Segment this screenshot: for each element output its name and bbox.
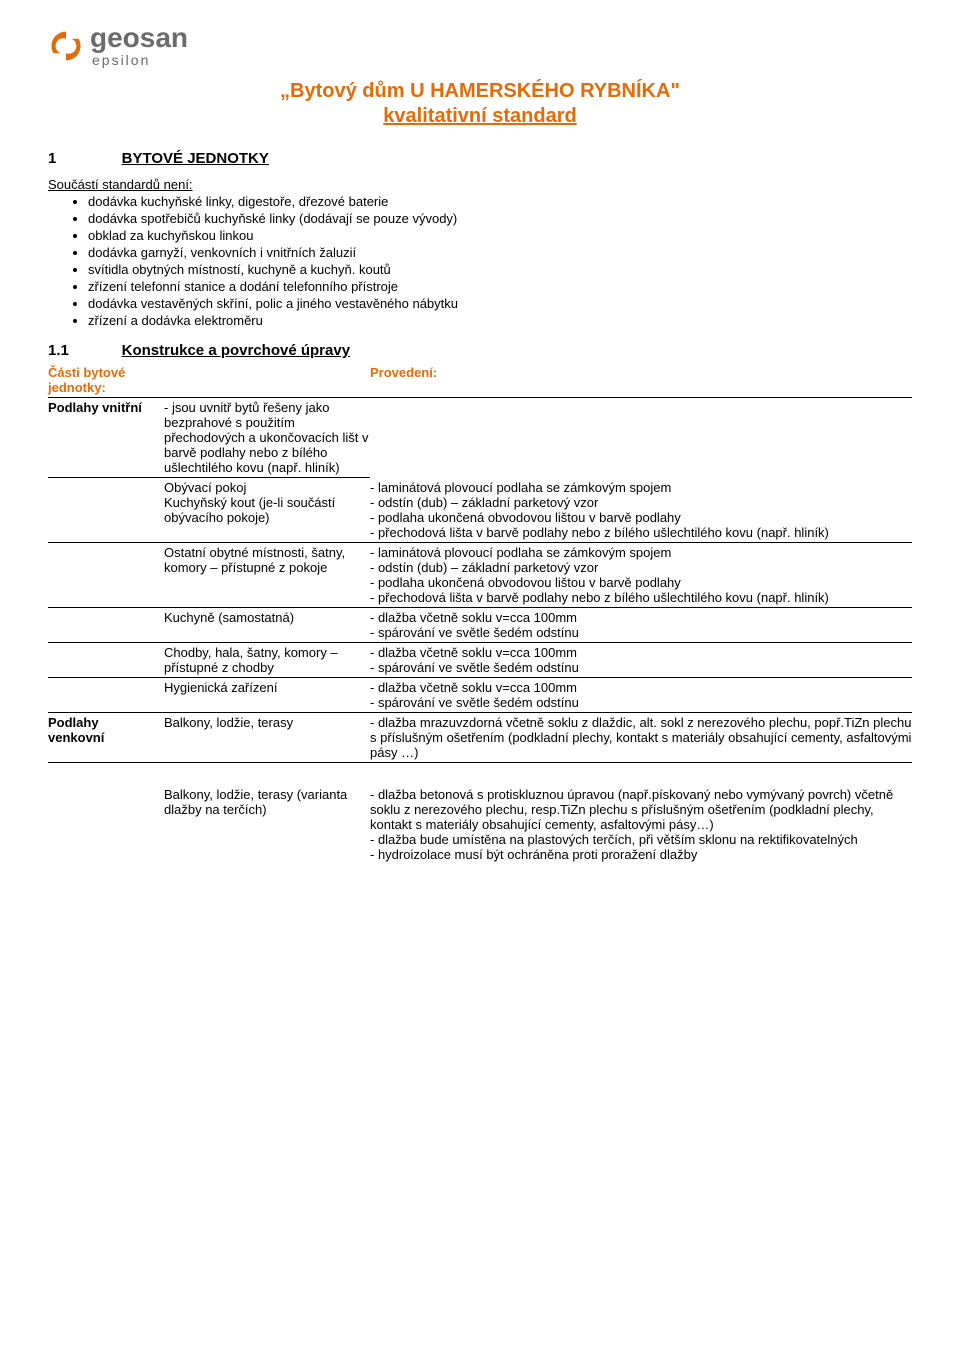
bullet-item: dodávka vestavěných skříní, polic a jiné…: [88, 296, 912, 311]
section-title: BYTOVÉ JEDNOTKY: [122, 150, 269, 167]
row-left: Ostatní obytné místnosti, šatny, komory …: [164, 542, 370, 607]
row-label-empty: [48, 607, 164, 642]
section-1-bullets: dodávka kuchyňské linky, digestoře, dřez…: [88, 194, 912, 328]
row-label-empty: [48, 677, 164, 712]
row-left: Chodby, hala, šatny, komory – přístupné …: [164, 642, 370, 677]
row-intro: - jsou uvnitř bytů řešeny jako bezprahov…: [164, 398, 370, 478]
bullet-item: obklad za kuchyňskou linkou: [88, 228, 912, 243]
bullet-item: zřízení telefonní stanice a dodání telef…: [88, 279, 912, 294]
col-header-right: Provedení:: [370, 363, 912, 398]
row-label-empty: [48, 785, 164, 864]
subsection-title: Konstrukce a povrchové úpravy: [122, 342, 350, 359]
section-number: 1: [48, 150, 118, 167]
bullet-item: dodávka kuchyňské linky, digestoře, dřez…: [88, 194, 912, 209]
subsection-number: 1.1: [48, 342, 118, 359]
col-header-spacer: [164, 363, 370, 398]
row-left: Balkony, lodžie, terasy: [164, 712, 370, 762]
table-row: Hygienická zařízení- dlažba včetně soklu…: [48, 677, 912, 712]
row-right: - laminátová plovoucí podlaha se zámkový…: [370, 478, 912, 543]
page-title: „Bytový dům U HAMERSKÉHO RYBNÍKA": [48, 80, 912, 103]
spec-table: Části bytové jednotky: Provedení: Podlah…: [48, 363, 912, 864]
col-header-left: Části bytové jednotky:: [48, 363, 164, 398]
bullet-item: zřízení a dodávka elektroměru: [88, 313, 912, 328]
row-label: Podlahy vnitřní: [48, 398, 164, 478]
table-row: Podlahy vnitřní - jsou uvnitř bytů řešen…: [48, 398, 912, 478]
table-row: Chodby, hala, šatny, komory – přístupné …: [48, 642, 912, 677]
logo-mark-icon: [48, 28, 84, 64]
row-left: Balkony, lodžie, terasy (varianta dlažby…: [164, 785, 370, 864]
bullet-item: dodávka spotřebičů kuchyňské linky (dodá…: [88, 211, 912, 226]
row-right: - dlažba mrazuvzdorná včetně soklu z dla…: [370, 712, 912, 762]
row-label-empty: [48, 478, 164, 543]
bullet-item: dodávka garnyží, venkovních i vnitřních …: [88, 245, 912, 260]
section-1-1-heading: 1.1 Konstrukce a povrchové úpravy: [48, 342, 912, 359]
col-header-left-text: Části bytové jednotky:: [48, 365, 125, 395]
table-row: Obývací pokoj Kuchyňský kout (je-li souč…: [48, 478, 912, 543]
row-left: Obývací pokoj Kuchyňský kout (je-li souč…: [164, 478, 370, 543]
row-right: - laminátová plovoucí podlaha se zámkový…: [370, 542, 912, 607]
logo-text: geosan: [90, 24, 188, 52]
table-gap: [48, 762, 912, 785]
row-right: - dlažba včetně soklu v=cca 100mm - spár…: [370, 677, 912, 712]
table-header-row: Části bytové jednotky: Provedení:: [48, 363, 912, 398]
section-1-heading: 1 BYTOVÉ JEDNOTKY: [48, 150, 912, 167]
table-row: Kuchyně (samostatná)- dlažba včetně sokl…: [48, 607, 912, 642]
row-right: - dlažba betonová s protiskluznou úpravo…: [370, 785, 912, 864]
row-label-empty: [48, 642, 164, 677]
page-subtitle: kvalitativní standard: [48, 105, 912, 128]
row-right: - dlažba včetně soklu v=cca 100mm - spár…: [370, 642, 912, 677]
row-label-empty: [48, 542, 164, 607]
logo: geosan epsilon: [48, 24, 912, 68]
section-1-intro: Součástí standardů není:: [48, 177, 912, 192]
table-row: Ostatní obytné místnosti, šatny, komory …: [48, 542, 912, 607]
bullet-item: svítidla obytných místností, kuchyně a k…: [88, 262, 912, 277]
row-left: Hygienická zařízení: [164, 677, 370, 712]
table-row: Podlahy venkovní Balkony, lodžie, terasy…: [48, 712, 912, 762]
table-row: Balkony, lodžie, terasy (varianta dlažby…: [48, 785, 912, 864]
row-label: Podlahy venkovní: [48, 712, 164, 762]
row-left: Kuchyně (samostatná): [164, 607, 370, 642]
row-right: - dlažba včetně soklu v=cca 100mm - spár…: [370, 607, 912, 642]
logo-subtext: epsilon: [92, 52, 188, 68]
